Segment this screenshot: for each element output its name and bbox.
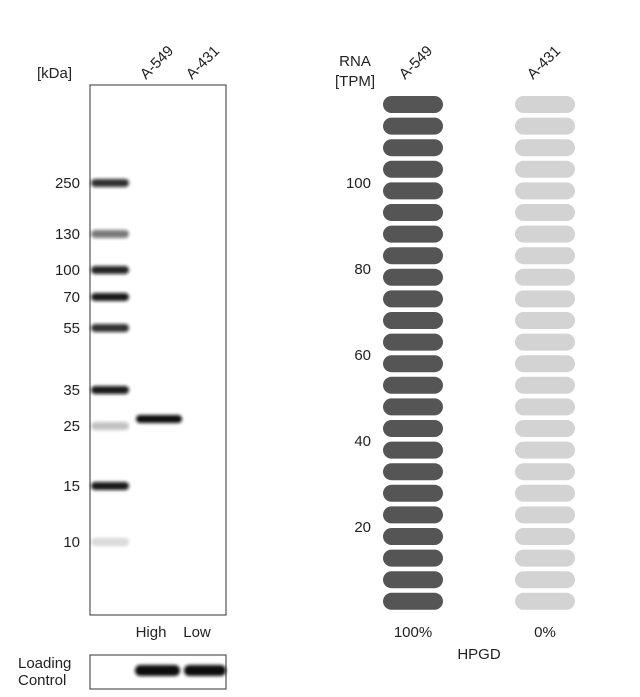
rna-pill <box>515 463 575 481</box>
rna-pill <box>515 355 575 373</box>
rna-pill <box>515 528 575 545</box>
rna-pill <box>515 484 575 502</box>
rna-pill <box>515 376 575 394</box>
rna-pill <box>383 204 443 221</box>
rna-pill <box>515 592 575 610</box>
rna-pill <box>383 160 443 178</box>
rna-pill <box>383 290 443 308</box>
marker-label: 100 <box>55 262 80 279</box>
marker-label: 10 <box>63 534 80 551</box>
rna-pill <box>515 268 575 286</box>
y-tick-label: 40 <box>354 433 371 450</box>
rna-pill <box>515 398 575 416</box>
marker-label: 15 <box>63 478 80 495</box>
ladder-band <box>91 179 129 187</box>
ladder-band <box>91 230 129 238</box>
rna-pill <box>515 290 575 308</box>
rna-pill <box>515 160 575 178</box>
rna-pill <box>383 117 443 135</box>
marker-label: 250 <box>55 175 80 192</box>
rna-pill <box>383 376 443 394</box>
rna-pill <box>383 441 443 459</box>
y-tick-label: 20 <box>354 519 371 536</box>
rna-pill <box>383 96 443 113</box>
rna-pill <box>383 225 443 243</box>
marker-label: 55 <box>63 320 80 337</box>
rna-pill <box>515 247 575 265</box>
marker-label: 70 <box>63 289 80 306</box>
rna-pill <box>383 549 443 567</box>
y-tick-label: 60 <box>354 347 371 364</box>
ladder-band <box>91 538 129 546</box>
rna-pill <box>515 225 575 243</box>
sample-band <box>136 415 182 423</box>
rna-pill <box>515 571 575 589</box>
rna-pill <box>383 355 443 373</box>
ladder-band <box>91 324 129 332</box>
percent-label: 0% <box>534 624 556 641</box>
rna-pill <box>515 139 575 157</box>
ladder-band <box>91 422 129 430</box>
rna-pill <box>383 139 443 157</box>
loading-band <box>135 665 180 676</box>
ladder-band <box>91 386 129 394</box>
rna-pill <box>515 420 575 437</box>
rna-pill <box>515 117 575 135</box>
ladder-band <box>91 266 129 274</box>
lane-level: High <box>136 624 167 641</box>
y-tick-label: 100 <box>346 175 371 192</box>
rna-pill <box>383 571 443 589</box>
rna-pill <box>383 420 443 437</box>
rna-pill <box>515 312 575 329</box>
lane-label: A-549 <box>137 43 177 83</box>
rna-pill <box>515 549 575 567</box>
rna-pill <box>383 247 443 265</box>
marker-label: 130 <box>55 226 80 243</box>
rna-pill <box>515 333 575 351</box>
rna-pill <box>383 528 443 545</box>
column-label: A-549 <box>396 43 436 83</box>
rna-pill <box>515 96 575 113</box>
percent-label: 100% <box>394 624 432 641</box>
lane-label: A-431 <box>183 43 223 83</box>
rna-axis-label: RNA [TPM] <box>335 53 375 90</box>
gene-label: HPGD <box>457 646 501 663</box>
blot-frame <box>89 84 227 616</box>
rna-pill <box>383 506 443 524</box>
rna-pill <box>383 398 443 416</box>
ladder-band <box>91 482 129 490</box>
rna-pill <box>515 506 575 524</box>
loading-control-label: Loading Control <box>18 655 71 689</box>
marker-label: 25 <box>63 418 80 435</box>
y-tick-label: 80 <box>354 261 371 278</box>
marker-label: 35 <box>63 382 80 399</box>
kda-label: [kDa] <box>37 65 72 82</box>
rna-pill <box>383 592 443 610</box>
loading-band <box>184 665 226 676</box>
rna-pill <box>515 441 575 459</box>
rna-pill <box>383 484 443 502</box>
rna-pill <box>383 182 443 200</box>
ladder-band <box>91 293 129 301</box>
column-label: A-431 <box>524 43 564 83</box>
rna-pill <box>383 333 443 351</box>
rna-pill <box>383 312 443 329</box>
rna-pill <box>383 268 443 286</box>
rna-pill <box>383 463 443 481</box>
lane-level: Low <box>183 624 211 641</box>
rna-pill <box>515 182 575 200</box>
rna-pill <box>515 204 575 221</box>
